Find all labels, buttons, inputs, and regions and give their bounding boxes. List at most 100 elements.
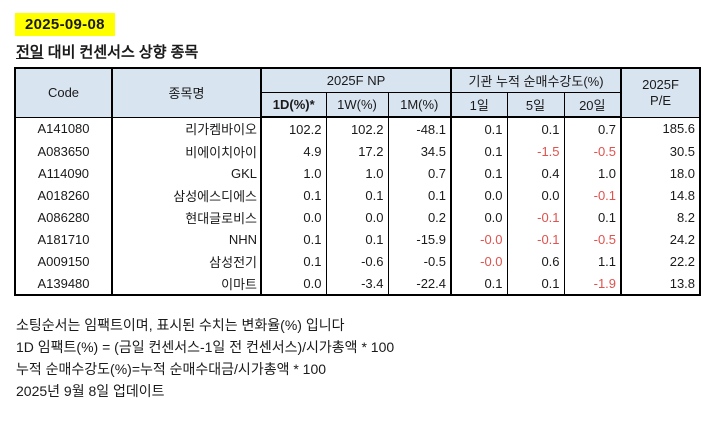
- pe-cell: 18.0: [620, 162, 701, 184]
- header-1d: 1D(%)*: [260, 92, 327, 118]
- header-inst-group: 기관 누적 순매수강도(%): [450, 67, 622, 93]
- name-cell: 비에이치아이: [111, 140, 262, 162]
- value-cell: -0.5: [387, 250, 452, 272]
- code-cell: A114090: [14, 162, 113, 184]
- code-cell: A083650: [14, 140, 113, 162]
- value-cell: 0.0: [506, 184, 565, 206]
- value-cell: 0.1: [450, 117, 508, 140]
- table-row: A018260 삼성에스디에스 0.1 0.1 0.1 0.0 0.0 -0.1 14.8: [14, 184, 701, 206]
- value-cell: 0.1: [387, 184, 452, 206]
- value-cell: 0.7: [563, 117, 622, 140]
- header-pe-line2: P/E: [650, 92, 672, 108]
- date-badge: 2025-09-08: [15, 13, 115, 36]
- value-cell: 102.2: [325, 117, 389, 140]
- value-cell: 0.1: [450, 272, 508, 295]
- code-cell: A018260: [14, 184, 113, 206]
- pe-cell: 13.8: [620, 272, 701, 295]
- value-cell: -3.4: [325, 272, 389, 295]
- header-day5: 5일: [506, 92, 565, 118]
- table-row: A009150 삼성전기 0.1 -0.6 -0.5 -0.0 0.6 1.1 22.2: [14, 250, 701, 272]
- report-page: 2025-09-08 전일 대비 컨센서스 상향 종목 Code 종목명 202…: [14, 13, 702, 402]
- value-cell: 1.1: [563, 250, 622, 272]
- name-cell: 삼성에스디에스: [111, 184, 262, 206]
- value-cell: 0.1: [450, 162, 508, 184]
- value-cell: 0.1: [563, 206, 622, 228]
- footnote-strength-formula: 누적 순매수강도(%)=누적 순매수대금/시가총액 * 100: [16, 361, 327, 377]
- name-cell: GKL: [111, 162, 262, 184]
- value-cell: 0.1: [506, 117, 565, 140]
- table-row: A139480 이마트 0.0 -3.4 -22.4 0.1 0.1 -1.9 13.8: [14, 272, 701, 295]
- header-row-groups: Code 종목명 2025F NP 기관 누적 순매수강도(%) 2025F P/…: [14, 67, 701, 118]
- header-pe-line1: 2025F: [642, 77, 679, 93]
- value-cell: -48.1: [387, 117, 452, 140]
- value-cell: 0.0: [260, 206, 327, 228]
- value-cell: 0.1: [325, 228, 389, 250]
- footnotes: 소팅순서는 임팩트이며, 표시된 수치는 변화율(%) 입니다 1D 임팩트(%…: [16, 314, 699, 402]
- pe-cell: 22.2: [620, 250, 701, 272]
- header-day20: 20일: [563, 92, 622, 118]
- pe-cell: 30.5: [620, 140, 701, 162]
- header-1m: 1M(%): [387, 92, 452, 118]
- title-underlined-word: 전일: [16, 44, 44, 61]
- table-row: A181710 NHN 0.1 0.1 -15.9 -0.0 -0.1 -0.5 24.2: [14, 228, 701, 250]
- name-cell: 이마트: [111, 272, 262, 295]
- footnote-impact-formula: 1D 임팩트(%) = (금일 컨센서스-1일 전 컨센서스)/시가총액 * 1…: [16, 339, 395, 355]
- value-cell: 0.1: [506, 272, 565, 295]
- value-cell: -0.0: [450, 250, 508, 272]
- value-cell: 34.5: [387, 140, 452, 162]
- header-1w: 1W(%): [325, 92, 389, 118]
- pe-cell: 14.8: [620, 184, 701, 206]
- code-cell: A009150: [14, 250, 113, 272]
- name-cell: 현대글로비스: [111, 206, 262, 228]
- value-cell: -0.5: [563, 140, 622, 162]
- value-cell: -0.1: [506, 206, 565, 228]
- table-row: A114090 GKL 1.0 1.0 0.7 0.1 0.4 1.0 18.0: [14, 162, 701, 184]
- value-cell: -0.1: [506, 228, 565, 250]
- value-cell: 1.0: [325, 162, 389, 184]
- value-cell: 1.0: [260, 162, 327, 184]
- table-row: A086280 현대글로비스 0.0 0.0 0.2 0.0 -0.1 0.1 8.2: [14, 206, 701, 228]
- pe-cell: 8.2: [620, 206, 701, 228]
- value-cell: 0.4: [506, 162, 565, 184]
- table-row: A083650 비에이치아이 4.9 17.2 34.5 0.1 -1.5 -0.5 30.5: [14, 140, 701, 162]
- code-cell: A141080: [14, 117, 113, 140]
- name-cell: 삼성전기: [111, 250, 262, 272]
- table-row: A141080 리가켐바이오 102.2 102.2 -48.1 0.1 0.1 0.7 185…: [14, 117, 701, 140]
- table-body: A141080 리가켐바이오 102.2 102.2 -48.1 0.1 0.1 0.7 185…: [14, 117, 701, 295]
- value-cell: -1.5: [506, 140, 565, 162]
- value-cell: -0.0: [450, 228, 508, 250]
- consensus-table: Code 종목명 2025F NP 기관 누적 순매수강도(%) 2025F P/…: [14, 67, 702, 296]
- header-row-sub: 1D(%)* 1W(%) 1M(%) 1일 5일 20일: [15, 92, 700, 118]
- value-cell: 1.0: [563, 162, 622, 184]
- header-code: Code: [14, 67, 113, 118]
- value-cell: 4.9: [260, 140, 327, 162]
- value-cell: -15.9: [387, 228, 452, 250]
- value-cell: 102.2: [260, 117, 327, 140]
- value-cell: -0.6: [325, 250, 389, 272]
- value-cell: 0.0: [450, 184, 508, 206]
- value-cell: -0.1: [563, 184, 622, 206]
- value-cell: 0.2: [387, 206, 452, 228]
- value-cell: 0.1: [450, 140, 508, 162]
- name-cell: NHN: [111, 228, 262, 250]
- value-cell: 0.0: [325, 206, 389, 228]
- code-cell: A086280: [14, 206, 113, 228]
- header-pe: 2025F P/E: [620, 67, 701, 118]
- value-cell: 0.1: [325, 184, 389, 206]
- pe-cell: 185.6: [620, 117, 701, 140]
- value-cell: -1.9: [563, 272, 622, 295]
- table-header: Code 종목명 2025F NP 기관 누적 순매수강도(%) 2025F P/…: [14, 67, 701, 118]
- value-cell: 0.1: [260, 250, 327, 272]
- footnote-update-date: 2025년 9월 8일 업데이트: [16, 383, 165, 399]
- value-cell: 0.7: [387, 162, 452, 184]
- page-title: 전일 대비 컨센서스 상향 종목: [16, 41, 699, 62]
- code-cell: A181710: [14, 228, 113, 250]
- value-cell: 0.0: [260, 272, 327, 295]
- value-cell: -0.5: [563, 228, 622, 250]
- value-cell: 17.2: [325, 140, 389, 162]
- value-cell: -22.4: [387, 272, 452, 295]
- header-day1: 1일: [450, 92, 508, 118]
- value-cell: 0.6: [506, 250, 565, 272]
- footnote-sorting: 소팅순서는 임팩트이며, 표시된 수치는 변화율(%) 입니다: [16, 317, 345, 333]
- name-cell: 리가켐바이오: [111, 117, 262, 140]
